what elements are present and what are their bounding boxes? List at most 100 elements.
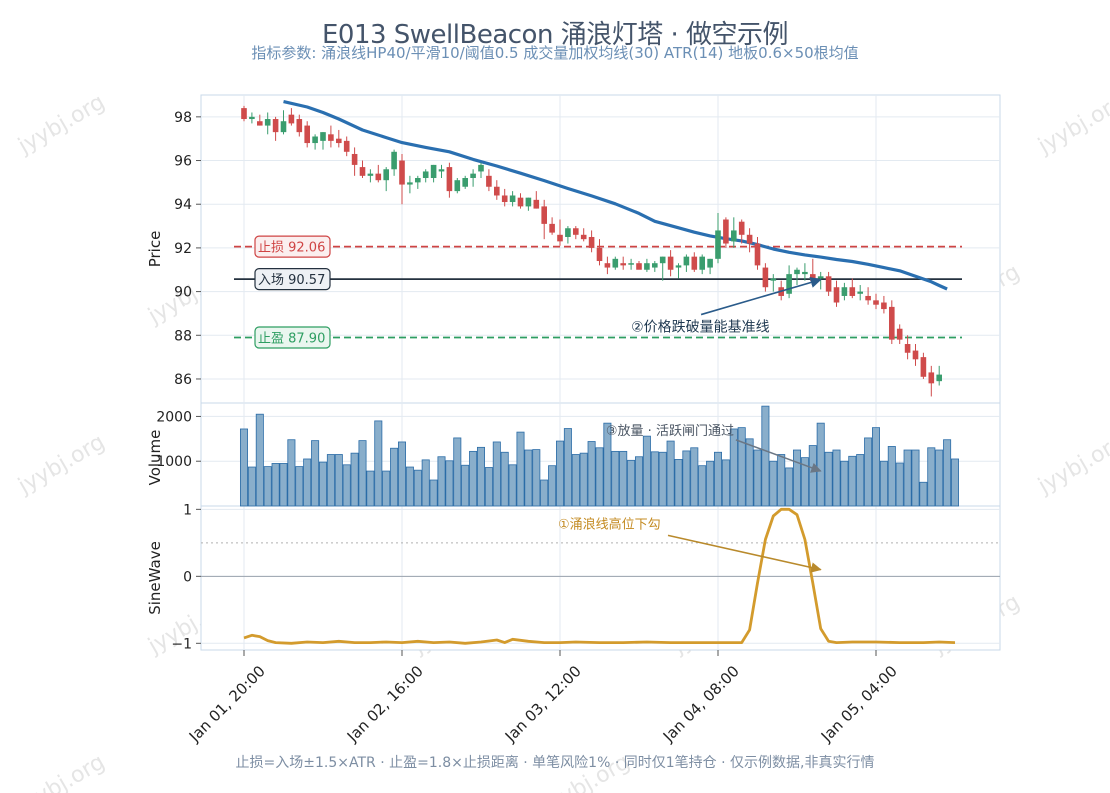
candle-body [652,263,658,268]
annotation-volume-gate: ③放量 · 活跃闸门通过 [606,424,734,439]
candle-body [430,164,437,179]
candle-body [249,116,255,120]
candle-body [833,287,840,303]
volume-bar [571,454,580,507]
volume-bar [247,466,256,507]
candle-body [841,287,848,296]
volume-bar [516,431,525,507]
chart-footer-note: 止损=入场±1.5×ATR · 止盈=1.8×止损距离 · 单笔风险1% · 同… [235,755,875,771]
level-label-box [254,268,331,291]
x-tick-label: Jan 01, 20:00 [185,662,269,746]
volume-bar [611,450,620,507]
chart-panels [200,94,1001,651]
candle-body [889,306,895,340]
level-label-止盈: 止盈 87.90 [258,331,325,346]
volume-bar [453,437,462,507]
volume-bar [548,465,557,507]
candle-body [422,171,429,179]
candle-body [509,195,516,203]
candle-body [738,221,745,235]
volume-bar [500,451,509,507]
candle-body [557,234,563,242]
volume-bar [437,456,446,507]
sinewave-ytick-label: 1 [183,502,192,518]
volume-bar [903,449,912,507]
candle-body [494,186,500,196]
candle-body [351,153,358,165]
watermark-text: jyybj.org [1033,430,1110,500]
volume-bar [808,445,817,507]
price-ytick-label: 98 [174,110,192,126]
candle-body [343,140,350,152]
candle-body [762,267,769,288]
candle-body [636,263,642,270]
volume-bar [951,458,960,507]
volume-bar [405,466,414,507]
candle-body [241,108,247,120]
volume-bar [358,440,367,507]
candle-body [517,197,524,207]
candle-body [304,125,310,144]
chart-title: E013 SwellBeacon 涌浪灯塔 · 做空示例 [321,20,789,50]
candle-body [715,230,721,259]
volume-bar [492,441,501,507]
sinewave-panel-frame [200,505,1001,651]
candle-body [415,178,421,183]
volume-bar [326,454,335,507]
annotation-arrow [667,534,822,573]
volume-bar [635,456,644,507]
candle-body [462,178,468,187]
volume-bar [279,463,288,507]
candle-body [501,195,508,203]
volume-bar [350,452,359,507]
volume-bar [666,440,675,507]
volume-bar [832,449,841,507]
candle-body [383,169,389,181]
volume-bar [658,451,667,507]
candle-body [280,121,287,133]
volume-bar [745,438,754,507]
level-label-box [254,326,331,349]
volume-bar [793,449,802,507]
candle-body [825,276,832,292]
candle-body [596,247,603,262]
sinewave-axis-label: SineWave [146,541,164,615]
volume-bar [721,459,730,507]
candle-body [257,121,263,126]
x-tick-label: Jan 02, 16:00 [343,662,427,746]
volume-bar [342,464,351,507]
annotation-price-break: ②价格跌破量能基准线 [631,319,770,336]
candle-body [454,180,461,192]
volume-bar [429,479,438,507]
volume-bar [919,481,928,507]
volume-bar [650,451,659,507]
sinewave-line [243,507,956,645]
candle-body [675,265,682,268]
candle-body [407,182,413,185]
candle-body [754,243,761,266]
volume-bar [682,450,691,507]
watermark-text: jyybj.org [1033,90,1110,160]
candle-body [817,276,824,279]
x-tick-label: Jan 03, 12:00 [501,662,585,746]
candle-body [312,136,318,144]
candle-body [272,119,279,133]
candle-body [770,278,777,281]
volume-bar [540,479,549,507]
candle-body [683,256,690,266]
candle-body [541,206,547,224]
volume-bar [287,439,296,507]
volume-bar [271,463,280,507]
volume-bar [263,466,272,507]
price-ytick-label: 86 [174,372,192,388]
price-ytick-label: 88 [174,328,192,344]
volume-bar [729,428,738,507]
candle-body [367,173,374,176]
candle-body [336,138,342,144]
volume-bar [674,459,683,507]
volume-bar [524,449,533,507]
volume-ytick-label: 2000 [156,409,192,425]
volume-bar [556,440,565,507]
volume-bar [374,420,383,507]
